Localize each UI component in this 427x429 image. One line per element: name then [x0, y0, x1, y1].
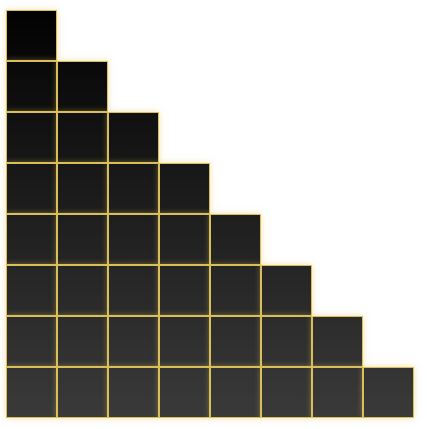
grid-cell [108, 316, 159, 367]
grid-cell [159, 214, 210, 265]
grid-cell [6, 61, 57, 112]
grid-cell [6, 112, 57, 163]
grid-cell [6, 265, 57, 316]
grid-cell [57, 214, 108, 265]
grid-cell [6, 214, 57, 265]
grid-cell [312, 367, 363, 418]
grid-cell [210, 316, 261, 367]
grid-cell [108, 214, 159, 265]
grid-cell [108, 265, 159, 316]
grid-cell [210, 214, 261, 265]
grid-cell [57, 265, 108, 316]
grid-cell [261, 265, 312, 316]
grid-cell [108, 112, 159, 163]
grid-cell [108, 163, 159, 214]
grid-cell [210, 265, 261, 316]
grid-cell [6, 163, 57, 214]
grid-cell [261, 316, 312, 367]
grid-cell [159, 163, 210, 214]
grid-cell [6, 10, 57, 61]
grid-cell [210, 367, 261, 418]
grid-cell [6, 367, 57, 418]
grid-cell [312, 316, 363, 367]
grid-cell [57, 163, 108, 214]
grid-cell [159, 367, 210, 418]
grid-cell [57, 61, 108, 112]
grid-cell [57, 112, 108, 163]
grid-cell [159, 316, 210, 367]
grid-cell [57, 316, 108, 367]
grid-cell [6, 316, 57, 367]
grid-cell [261, 367, 312, 418]
grid-cell [108, 367, 159, 418]
grid-cell [363, 367, 414, 418]
grid-cell [159, 265, 210, 316]
grid-cell [57, 367, 108, 418]
